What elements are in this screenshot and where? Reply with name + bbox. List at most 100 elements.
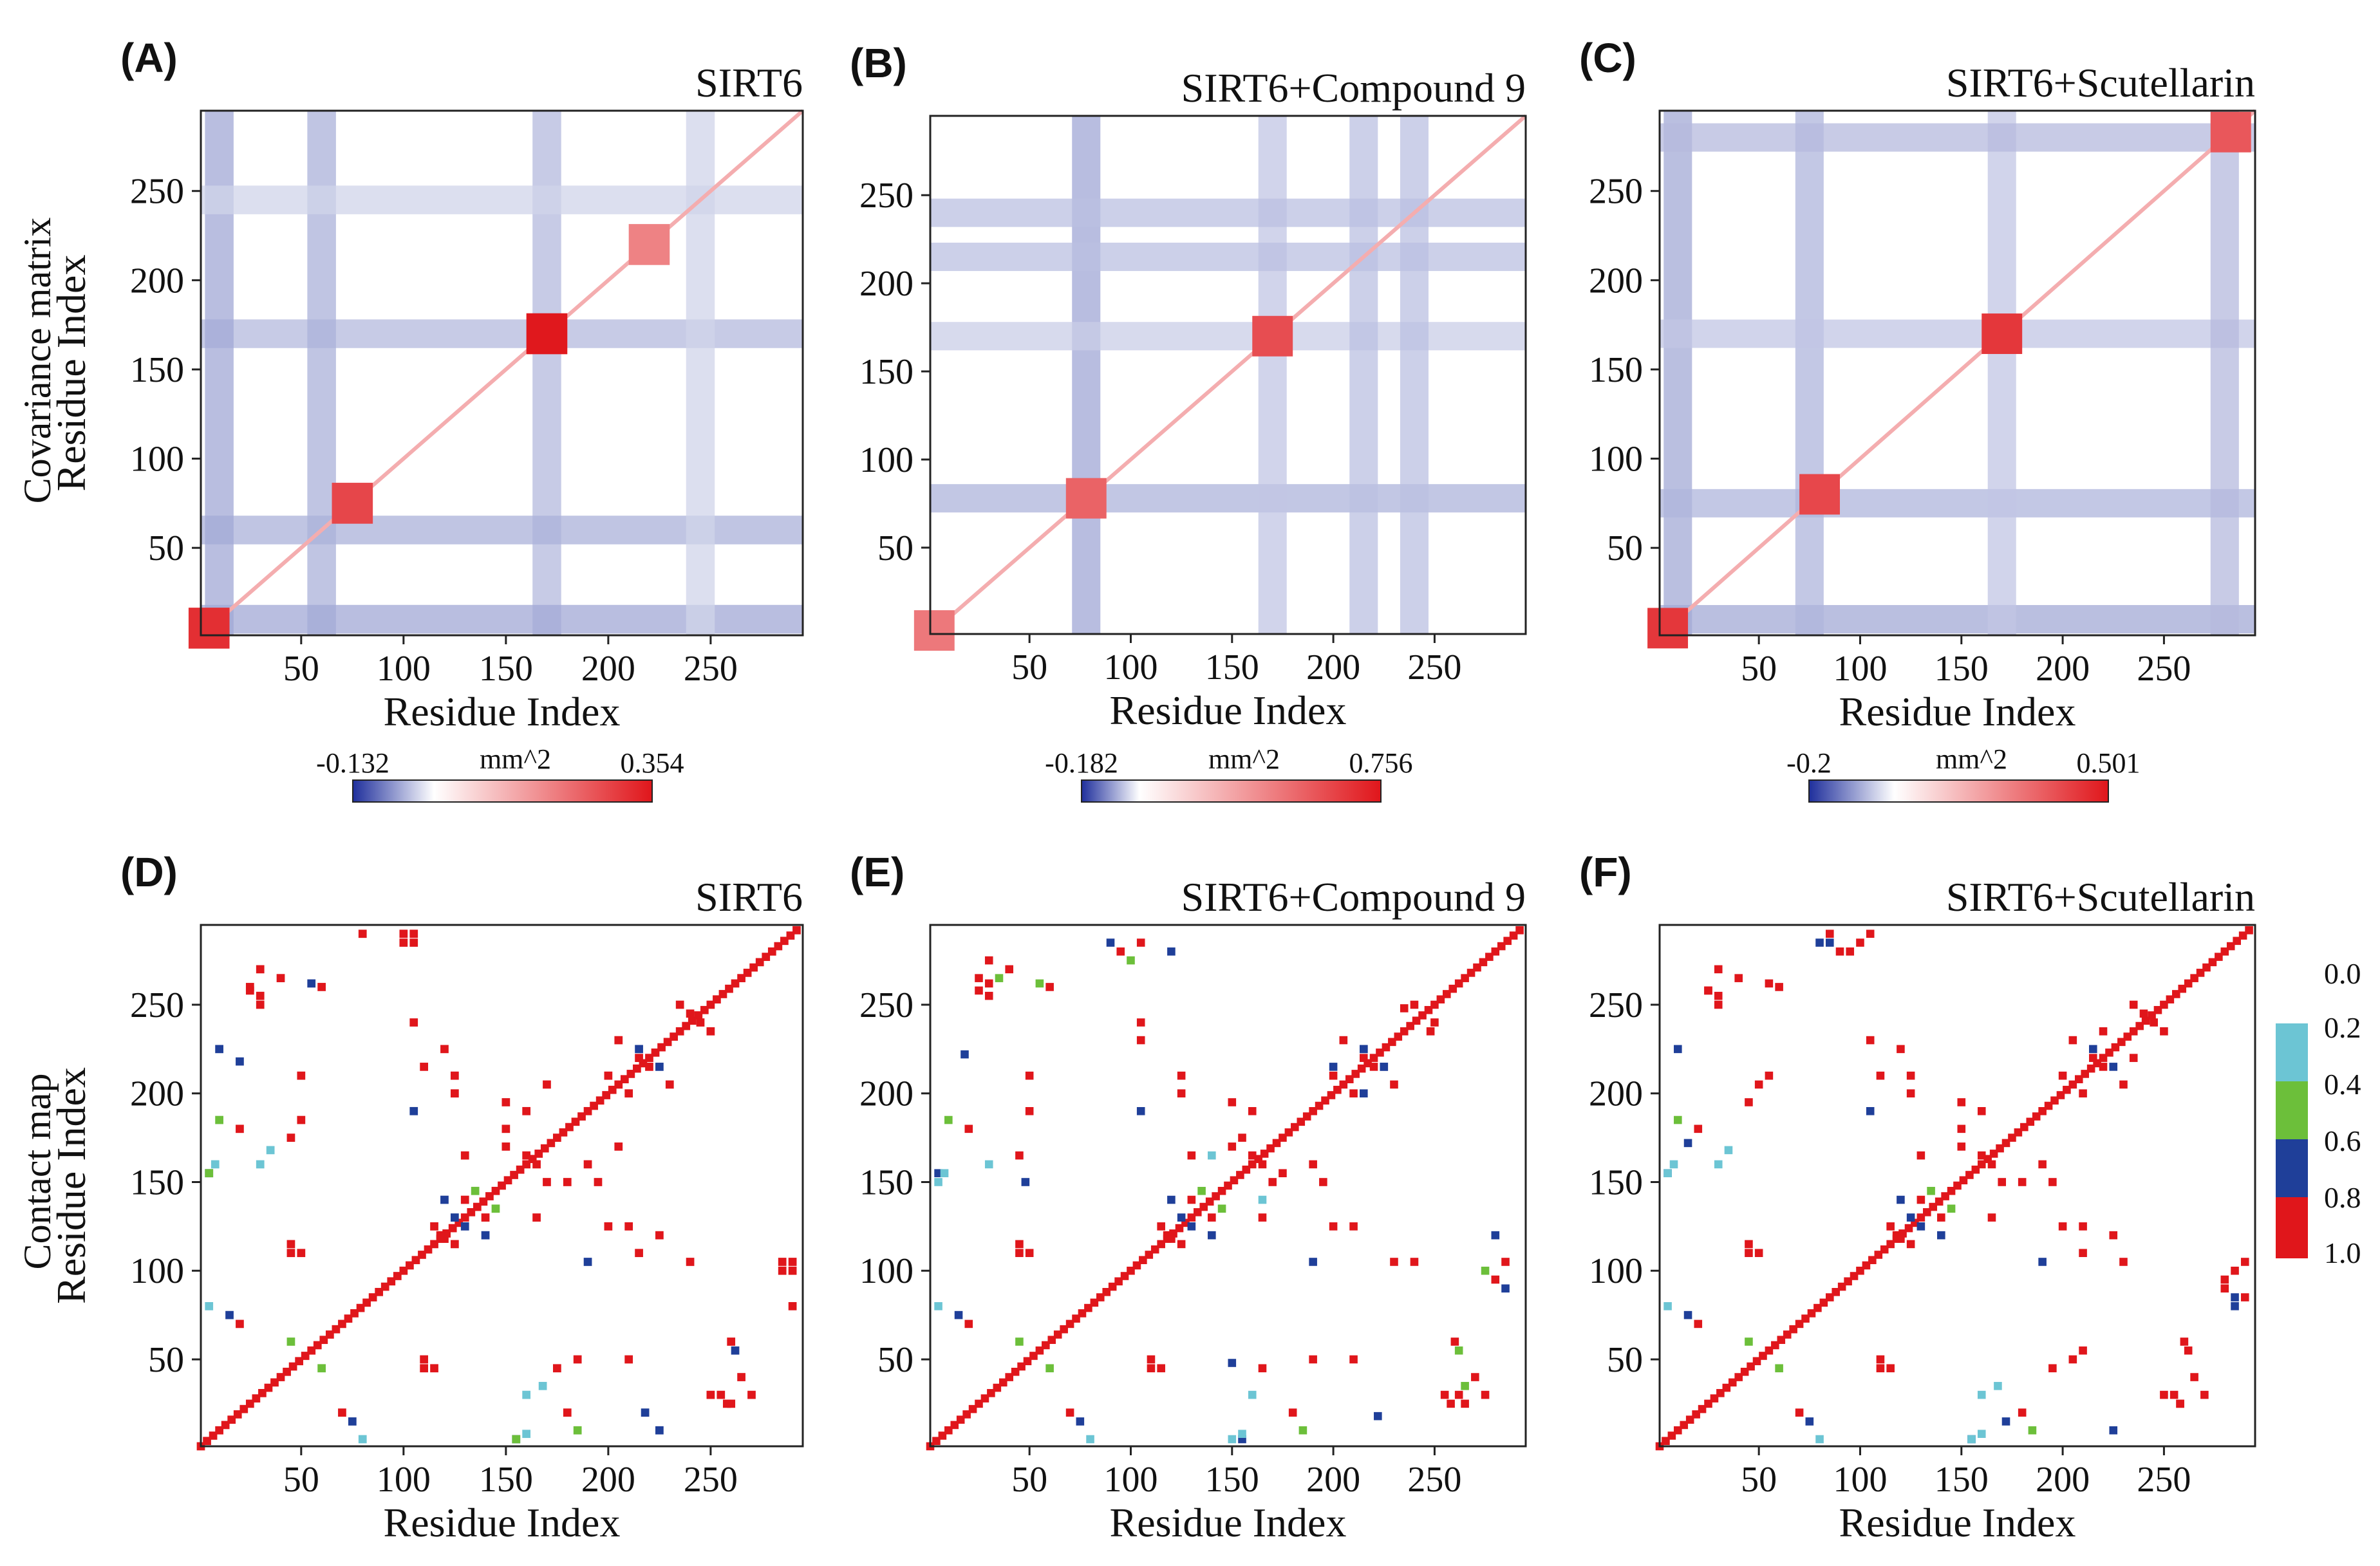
y-tick-label: 250 bbox=[130, 172, 184, 212]
y-tick-label: 100 bbox=[1589, 1251, 1643, 1291]
contact-cell bbox=[1440, 1390, 1449, 1399]
contact-cell bbox=[1501, 1258, 1510, 1266]
contact-diagonal-cell bbox=[1862, 1261, 1871, 1270]
contact-cell bbox=[1714, 1000, 1723, 1009]
contact-diagonal-cell bbox=[510, 1171, 518, 1179]
contact-diagonal-cell bbox=[522, 1160, 531, 1169]
contact-cell bbox=[1775, 1364, 1783, 1373]
contact-cell bbox=[215, 1045, 223, 1054]
contact-diagonal-cell bbox=[1698, 1404, 1707, 1413]
y-tick-label: 200 bbox=[859, 264, 914, 304]
contact-cell bbox=[1815, 938, 1824, 947]
contact-cell bbox=[1360, 1045, 1368, 1054]
contact-cell bbox=[2099, 1027, 2108, 1036]
contact-cell bbox=[635, 1045, 643, 1054]
contact-cell bbox=[450, 1213, 459, 1222]
y-tick-label: 150 bbox=[859, 352, 914, 392]
panel-title: SIRT6 bbox=[695, 60, 803, 106]
contact-cell bbox=[2169, 1390, 2179, 1399]
contact-cell bbox=[522, 1106, 531, 1115]
legend-swatch-0-4 bbox=[2276, 1081, 2308, 1139]
contact-cell bbox=[1825, 938, 1834, 947]
contact-cell bbox=[2150, 1018, 2158, 1027]
y-tick-label: 200 bbox=[1589, 261, 1643, 301]
contact-cell bbox=[1426, 1027, 1435, 1036]
colorbar-unit-label: mm^2 bbox=[480, 743, 551, 775]
contact-cell bbox=[1106, 938, 1115, 947]
contact-cell bbox=[1491, 1231, 1500, 1240]
contact-cell bbox=[675, 1000, 684, 1009]
contact-cell bbox=[2089, 1045, 2097, 1054]
contact-cell bbox=[1258, 1364, 1267, 1373]
contact-cell bbox=[1683, 1139, 1692, 1148]
contact-cell bbox=[614, 1142, 623, 1151]
x-tick-label: 150 bbox=[479, 1460, 533, 1500]
contact-cell bbox=[934, 1178, 942, 1186]
x-tick-label: 200 bbox=[581, 649, 635, 689]
y-tick-label: 200 bbox=[1589, 1074, 1643, 1114]
heatmap-cells bbox=[188, 109, 804, 649]
contact-cell bbox=[1208, 1213, 1216, 1222]
contact-cell bbox=[450, 1240, 459, 1249]
contact-cell bbox=[1471, 1373, 1479, 1381]
contact-diagonal-cell bbox=[1752, 1357, 1761, 1366]
contact-diagonal-cell bbox=[1965, 1171, 1974, 1179]
contact-cell bbox=[1987, 1160, 1996, 1169]
contact-cell bbox=[635, 1054, 643, 1062]
contact-cell bbox=[543, 1080, 551, 1089]
contact-diagonal-cell bbox=[2208, 958, 2217, 967]
covariance-band bbox=[1660, 319, 2255, 348]
contact-cell bbox=[409, 929, 418, 938]
contact-diagonal-cell bbox=[2238, 931, 2247, 940]
contact-cell bbox=[1856, 938, 1864, 947]
y-tick-label: 50 bbox=[1607, 528, 1643, 568]
contact-cell bbox=[624, 1222, 633, 1231]
contact-cell bbox=[1400, 1004, 1409, 1012]
contact-cell bbox=[964, 1124, 973, 1133]
contact-cell bbox=[1704, 986, 1712, 995]
contact-cell bbox=[2119, 1080, 2128, 1089]
contact-cell bbox=[1892, 1231, 1901, 1240]
x-tick-label: 200 bbox=[581, 1460, 635, 1500]
panel-title: SIRT6+Compound 9 bbox=[1181, 65, 1526, 111]
contact-cell bbox=[984, 979, 993, 988]
contact-cell bbox=[1298, 1426, 1307, 1435]
contact-cell bbox=[512, 1435, 521, 1444]
contact-cell bbox=[1906, 1089, 1915, 1098]
x-tick-label: 200 bbox=[2036, 1460, 2090, 1500]
contact-cells bbox=[1655, 926, 2253, 1451]
contact-cell bbox=[1025, 1106, 1034, 1115]
contact-cell bbox=[1450, 1338, 1459, 1346]
contact-cell bbox=[1167, 947, 1176, 956]
contact-cell bbox=[1248, 1390, 1257, 1399]
contact-cell bbox=[440, 1195, 449, 1204]
contact-cell bbox=[1491, 1275, 1500, 1284]
contact-diagonal-cell bbox=[577, 1112, 586, 1121]
contact-cell bbox=[1866, 1036, 1875, 1045]
panel-title: SIRT6+Compound 9 bbox=[1181, 874, 1526, 920]
contact-cell bbox=[2079, 1346, 2087, 1355]
contact-cell bbox=[1977, 1151, 1986, 1160]
contact-diagonal-cell bbox=[356, 1303, 365, 1312]
x-axis-title: Residue Index bbox=[1110, 1500, 1347, 1545]
covariance-hotspot bbox=[1065, 478, 1107, 519]
contact-cell bbox=[1045, 983, 1054, 991]
contact-cell bbox=[1410, 1258, 1419, 1266]
contact-cell bbox=[1775, 983, 1783, 991]
contact-cell bbox=[1916, 1222, 1926, 1231]
y-tick-label: 100 bbox=[859, 440, 914, 480]
contact-cell bbox=[409, 938, 418, 947]
contact-cell bbox=[727, 1338, 736, 1346]
covariance-diagonal bbox=[200, 109, 804, 637]
covariance-band bbox=[2210, 111, 2239, 635]
contact-cell bbox=[1035, 979, 1044, 988]
contact-cell bbox=[1674, 1045, 1682, 1054]
contact-cell bbox=[2240, 1293, 2249, 1301]
contact-cell bbox=[348, 1417, 357, 1426]
contact-cell bbox=[934, 1302, 942, 1310]
y-tick-label: 200 bbox=[130, 1074, 184, 1114]
y-tick-label: 150 bbox=[859, 1162, 914, 1202]
contact-diagonal-cell bbox=[2160, 1000, 2168, 1009]
contact-cell bbox=[420, 1063, 429, 1071]
